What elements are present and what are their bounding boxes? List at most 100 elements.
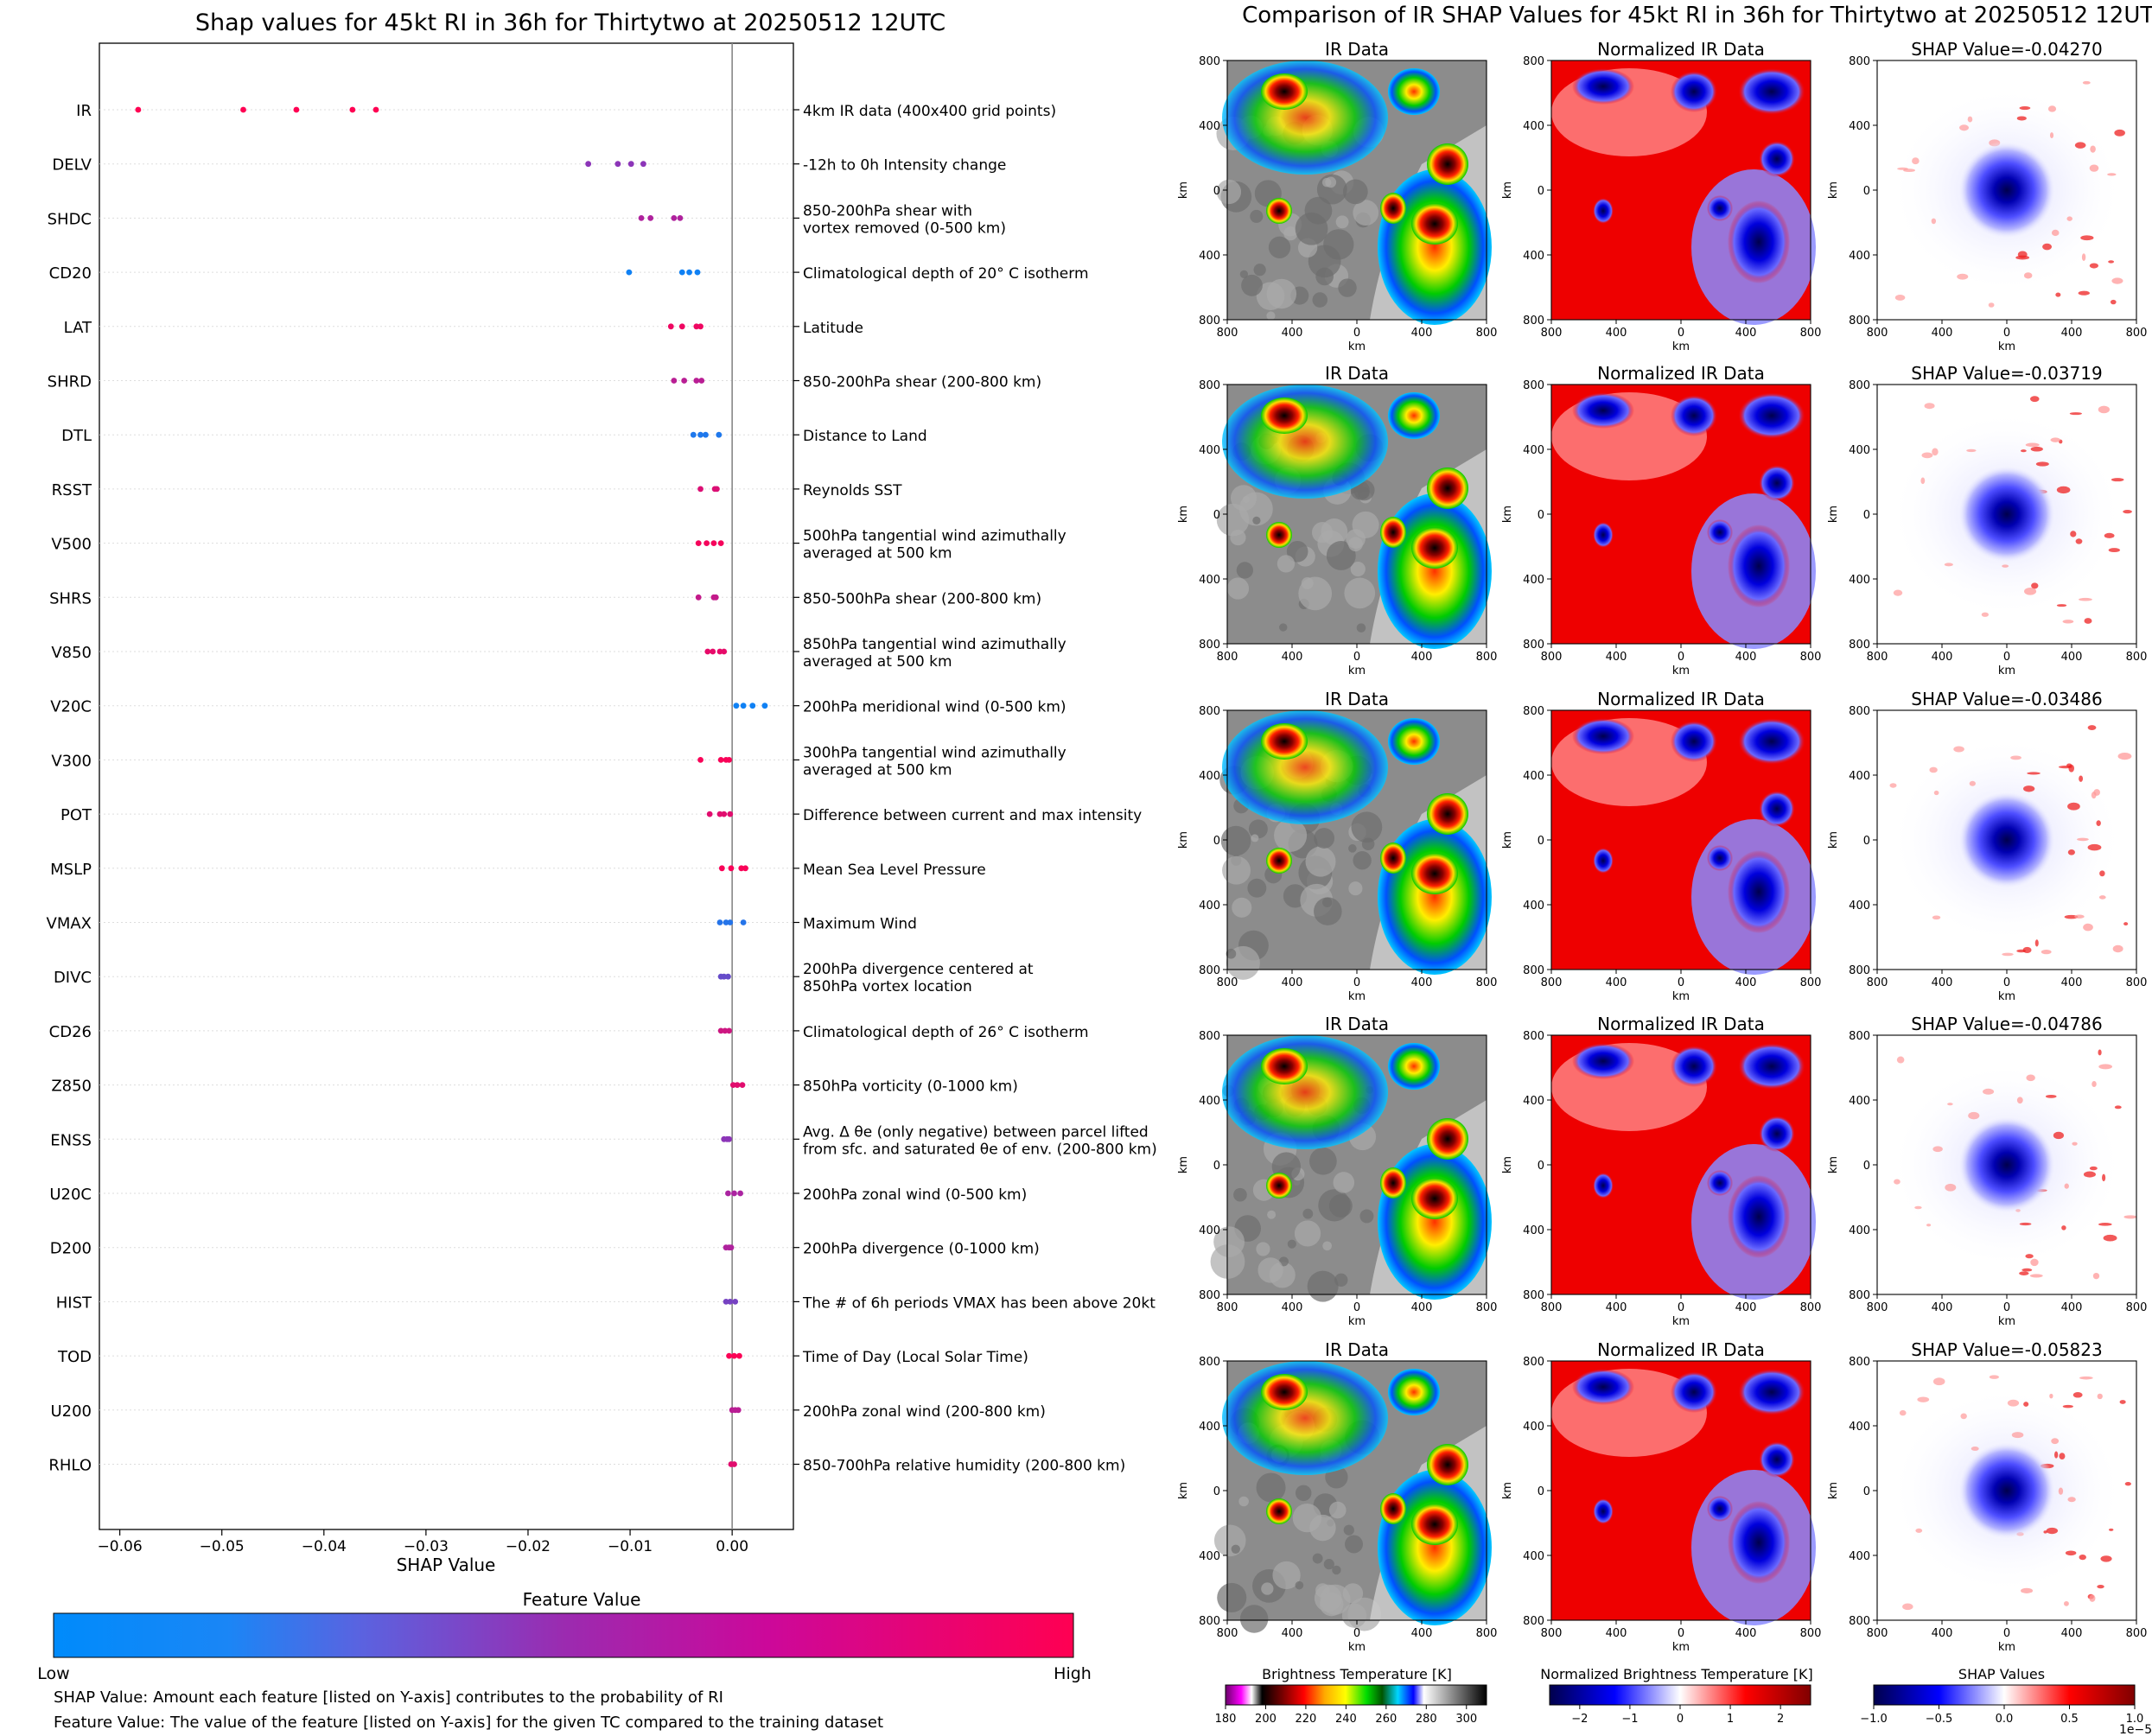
shap-point <box>721 973 728 980</box>
ir-texture <box>1348 844 1357 853</box>
shap-fleck <box>2092 1272 2100 1280</box>
shap-fleck <box>2079 1554 2086 1561</box>
shap-fleck <box>2087 843 2102 851</box>
normalized-ir-title: Normalized IR Data <box>1597 1339 1765 1360</box>
feature-name: V500 <box>51 536 92 554</box>
panel-x-tick-label: 400 <box>1282 327 1303 340</box>
shap-fleck <box>2042 243 2053 251</box>
shap-fleck <box>1889 783 1897 788</box>
shap-fleck <box>2019 105 2031 111</box>
bt-colorbar <box>1225 1684 1487 1706</box>
panel-y-label: km <box>1177 506 1190 523</box>
shap-point <box>749 703 756 709</box>
shap-fleck <box>1966 448 1977 453</box>
norm-cold-region <box>1671 1046 1717 1087</box>
x-tick-label: −0.02 <box>506 1538 551 1555</box>
panel-y-tick-label: 800 <box>1523 1356 1544 1369</box>
ir-texture <box>1250 209 1264 223</box>
ir-convection <box>1222 60 1388 175</box>
shap-point <box>710 648 716 655</box>
shap-point <box>728 865 735 872</box>
ir-texture <box>1239 270 1249 278</box>
shap-point <box>737 1190 743 1197</box>
shap-point <box>726 1027 733 1034</box>
ir-texture <box>1274 818 1308 852</box>
shap-point <box>731 1461 737 1467</box>
ir-texture <box>1322 897 1333 908</box>
shap-fleck <box>2035 461 2049 467</box>
ir-texture <box>1321 177 1332 188</box>
panel-x-tick-label: 800 <box>1476 1301 1498 1314</box>
shap-fleck <box>2099 870 2105 877</box>
shap-fleck <box>2112 944 2123 953</box>
x-axis-label: SHAP Value <box>397 1555 496 1575</box>
panel-y-tick-label: 800 <box>1199 1289 1220 1302</box>
ir-texture <box>1345 1535 1364 1554</box>
shap-colorbar <box>1873 1684 2136 1706</box>
shap-point <box>725 1190 731 1197</box>
feature-name: U200 <box>50 1402 92 1421</box>
norm-cold-region <box>1671 71 1717 112</box>
feature-name: DTL <box>61 427 92 445</box>
ir-cold-core <box>1266 848 1292 874</box>
ir-texture <box>1298 576 1333 611</box>
ir-cold-core <box>1261 1048 1308 1084</box>
colorbar-tick-label: −2 <box>1571 1713 1588 1726</box>
shap-fleck <box>1958 124 1970 131</box>
panel-x-tick-label: 800 <box>1541 976 1563 989</box>
norm-cold-region <box>1707 1496 1733 1522</box>
shap-fleck <box>2072 1392 2083 1398</box>
panel-y-tick-label: 800 <box>1199 964 1220 977</box>
colorbar-low-label: Low <box>37 1664 69 1683</box>
panel-y-label: km <box>1501 1156 1514 1173</box>
shap-point <box>727 919 734 925</box>
shap-fleck <box>2097 1584 2104 1589</box>
ir-texture <box>1257 1257 1283 1283</box>
panel-x-tick-label: 400 <box>1735 327 1757 340</box>
panel-y-tick-label: 400 <box>1523 1095 1544 1108</box>
shap-fleck <box>2051 1438 2060 1445</box>
normalized-ir-title: Normalized IR Data <box>1597 363 1765 384</box>
shap-fleck <box>2092 1081 2097 1088</box>
shap-fleck <box>1924 403 1935 410</box>
ir-texture <box>1292 1503 1321 1533</box>
shap-fleck <box>2111 277 2123 284</box>
shap-fleck <box>1896 1056 1905 1064</box>
panel-y-tick-label: 800 <box>1523 705 1544 718</box>
panel-x-tick-label: 800 <box>1476 976 1498 989</box>
ir-texture <box>1220 825 1251 856</box>
normalized-ir-panel: 80080040040000400400800800kmkmNormalized… <box>1501 39 1821 353</box>
ir-cold-core <box>1380 193 1406 224</box>
panel-y-tick-label: 400 <box>1523 1421 1544 1434</box>
norm-cold-region <box>1759 1441 1795 1478</box>
feature-description: Latitude <box>803 320 863 337</box>
shap-fleck <box>1914 1205 1922 1210</box>
panel-x-tick-label: 800 <box>1541 651 1563 664</box>
colorbar-tick-label: 1.0 <box>2126 1713 2144 1726</box>
shap-fleck <box>2034 939 2039 947</box>
ir-cold-core <box>1427 1118 1468 1160</box>
ir-texture <box>1333 1172 1355 1193</box>
panel-x-tick-label: 400 <box>1932 327 1953 340</box>
panel-x-tick-label: 0 <box>1678 1301 1684 1314</box>
shap-fleck <box>2016 949 2027 953</box>
shap-fleck <box>1932 915 1941 920</box>
feature-description: Distance to Land <box>803 428 927 445</box>
ir-convection <box>1388 1043 1440 1090</box>
panel-y-tick-label: 800 <box>1523 315 1544 327</box>
panel-y-tick-label: 800 <box>1523 1615 1544 1628</box>
panel-y-label: km <box>1501 831 1514 849</box>
shap-fleck <box>2098 1223 2112 1226</box>
panel-x-tick-label: 800 <box>1867 1301 1888 1314</box>
feature-description: 850-200hPa shear with <box>803 202 972 219</box>
shap-fleck <box>2068 764 2075 773</box>
shap-fleck <box>2078 290 2090 296</box>
panel-y-tick-label: 400 <box>1523 770 1544 783</box>
panel-x-tick-label: 400 <box>2061 1627 2083 1640</box>
bt-colorbar-group: Brightness Temperature [K] 180 200 220 240 2… <box>1215 1666 1487 1726</box>
shap-fleck <box>2074 142 2086 149</box>
feature-description: 300hPa tangential wind azimuthally <box>803 744 1066 761</box>
shap-point <box>349 106 356 113</box>
shap-point <box>727 811 734 817</box>
